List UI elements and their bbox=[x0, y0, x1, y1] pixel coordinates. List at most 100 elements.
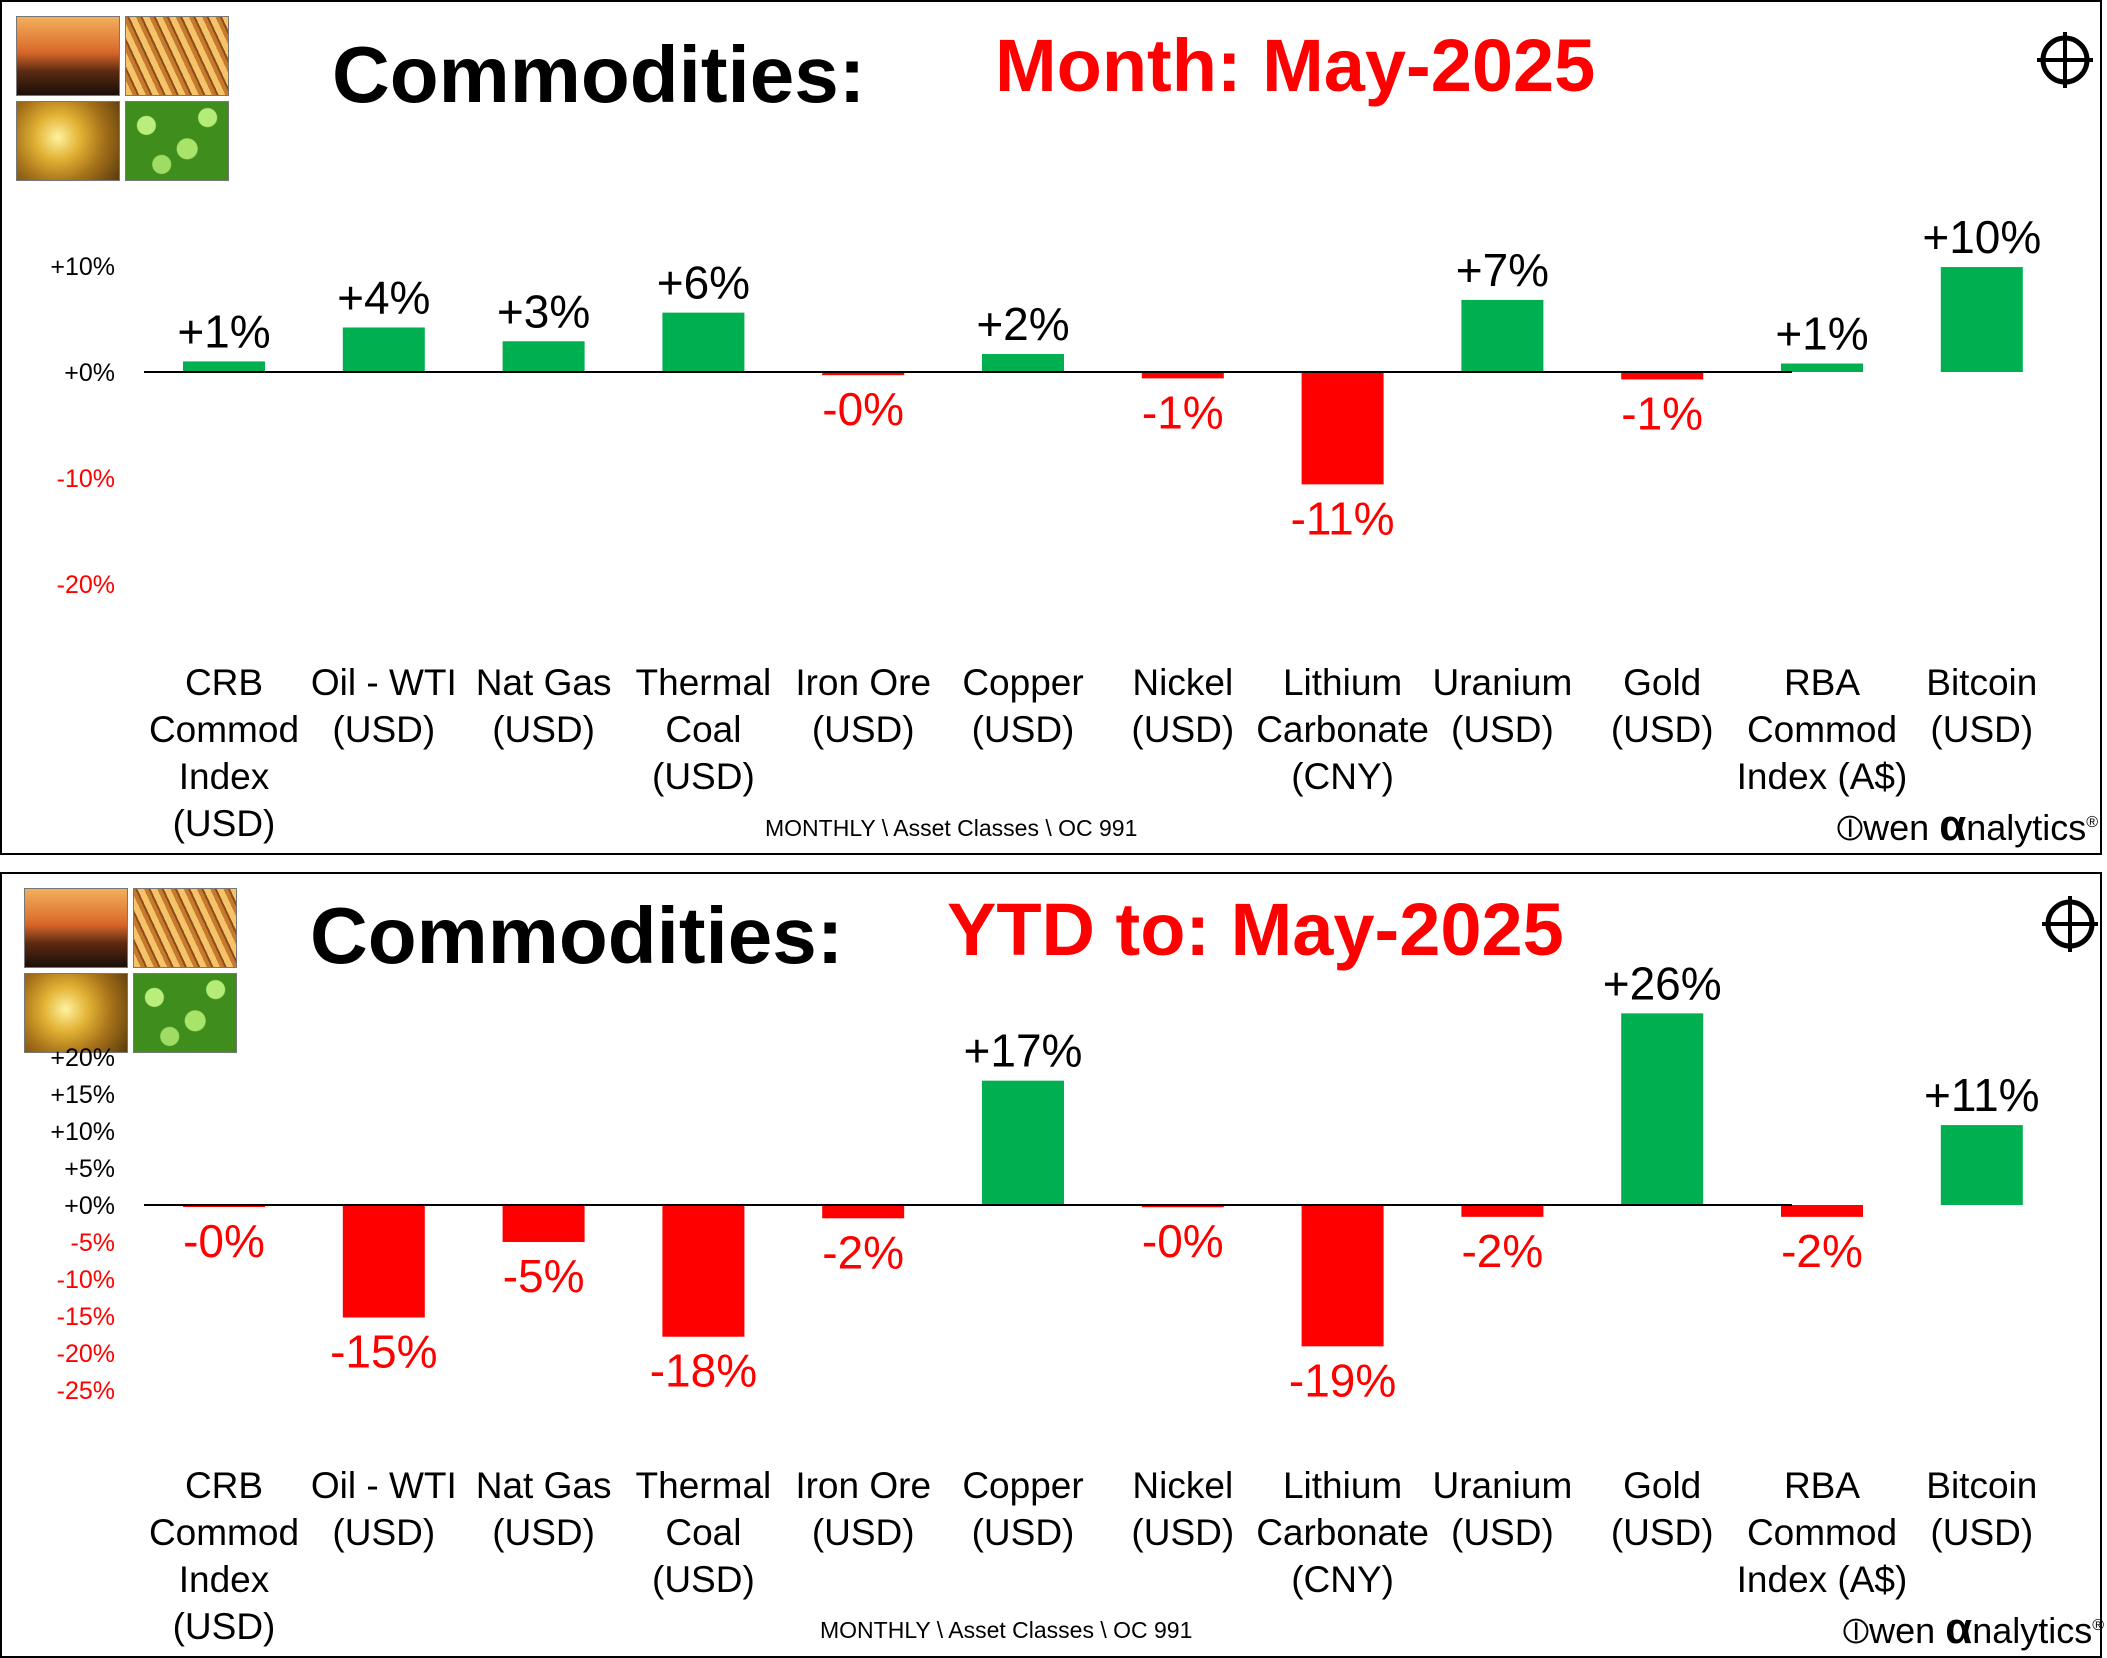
data-label: -2% bbox=[1461, 1225, 1543, 1277]
data-label: -0% bbox=[822, 383, 904, 435]
category-label: Oil - WTI bbox=[311, 662, 457, 703]
data-label: -5% bbox=[503, 1250, 585, 1302]
category-label: (USD) bbox=[1611, 1512, 1714, 1553]
bar bbox=[1621, 372, 1704, 380]
category-label: Commod bbox=[149, 709, 299, 750]
bar bbox=[982, 1080, 1064, 1205]
category-label: (USD) bbox=[652, 756, 755, 797]
category-label: Lithium bbox=[1283, 1465, 1402, 1506]
chart-footer: MONTHLY \ Asset Classes \ OC 991 bbox=[765, 815, 1138, 841]
brand-prefix: wen bbox=[1869, 1610, 1946, 1651]
category-label: RBA bbox=[1784, 1465, 1860, 1506]
crosshair-icon bbox=[2037, 32, 2093, 88]
y-tick-label: -5% bbox=[71, 1229, 115, 1257]
category-label: (USD) bbox=[173, 803, 276, 844]
soybeans-photo bbox=[125, 101, 229, 181]
category-label: (USD) bbox=[492, 709, 595, 750]
category-label: Oil - WTI bbox=[311, 1465, 457, 1506]
bar bbox=[1141, 372, 1224, 379]
category-label: Gold bbox=[1623, 1465, 1701, 1506]
chart-title: Commodities: bbox=[310, 891, 844, 980]
data-label: -0% bbox=[1142, 1215, 1224, 1267]
bar bbox=[982, 353, 1064, 372]
data-label: +2% bbox=[976, 298, 1069, 350]
data-label: +17% bbox=[964, 1025, 1083, 1077]
brand-alpha: α bbox=[1945, 1604, 1973, 1653]
category-label: (USD) bbox=[1131, 709, 1234, 750]
category-label: Index (A$) bbox=[1737, 1559, 1908, 1600]
category-label: Copper bbox=[962, 662, 1083, 703]
y-tick-label: +0% bbox=[64, 1192, 115, 1220]
brand-prefix: wen bbox=[1863, 807, 1940, 848]
category-label: (USD) bbox=[332, 709, 435, 750]
data-label: -19% bbox=[1289, 1354, 1396, 1406]
data-label: +10% bbox=[1922, 211, 2041, 263]
bar bbox=[1301, 372, 1384, 485]
y-tick-label: +5% bbox=[64, 1155, 115, 1183]
data-label: -18% bbox=[650, 1345, 757, 1397]
wheat-photo bbox=[133, 888, 237, 968]
category-label: Bitcoin bbox=[1926, 662, 2037, 703]
gold-bars-photo bbox=[24, 973, 128, 1053]
data-label: +7% bbox=[1456, 244, 1549, 296]
category-label: (USD) bbox=[1451, 1512, 1554, 1553]
category-label: Uranium bbox=[1432, 662, 1572, 703]
category-label: Uranium bbox=[1432, 1465, 1572, 1506]
bar bbox=[1461, 1205, 1544, 1217]
month-bar-chart: +10% +0% -10% -20% +1% CRB Commod Index (USD) +4%… bbox=[50, 211, 2041, 844]
y-tick-label: +10% bbox=[50, 1118, 115, 1146]
category-label: CRB bbox=[185, 662, 263, 703]
chart-title: Commodities: bbox=[332, 30, 866, 119]
category-label: (USD) bbox=[972, 1512, 1075, 1553]
bar bbox=[822, 372, 905, 376]
chart-footer: MONTHLY \ Asset Classes \ OC 991 bbox=[820, 1617, 1193, 1643]
soybeans-photo bbox=[133, 973, 237, 1053]
y-tick-label: +0% bbox=[64, 359, 115, 387]
wheat-photo bbox=[125, 16, 229, 96]
category-label: Index bbox=[179, 756, 270, 797]
category-label: (USD) bbox=[812, 709, 915, 750]
brand-alpha: α bbox=[1939, 801, 1967, 850]
category-label: (USD) bbox=[173, 1606, 276, 1647]
category-label: RBA bbox=[1784, 662, 1860, 703]
bar bbox=[662, 312, 745, 372]
category-label: Commod bbox=[1747, 1512, 1897, 1553]
data-label: +4% bbox=[337, 271, 430, 323]
y-tick-label: -10% bbox=[57, 1266, 115, 1294]
bar bbox=[1940, 1125, 2023, 1205]
category-label: Lithium bbox=[1283, 662, 1402, 703]
bar bbox=[1621, 1013, 1704, 1205]
category-label: Nickel bbox=[1132, 1465, 1233, 1506]
category-label: Commod bbox=[149, 1512, 299, 1553]
y-tick-label: -25% bbox=[57, 1377, 115, 1405]
data-label: -15% bbox=[330, 1325, 437, 1377]
y-tick-label: +15% bbox=[50, 1081, 115, 1109]
category-label: (USD) bbox=[1131, 1512, 1234, 1553]
bar bbox=[1461, 299, 1544, 372]
bar bbox=[1781, 1205, 1863, 1217]
bar bbox=[183, 361, 265, 372]
bar bbox=[502, 341, 585, 372]
y-tick-label: -20% bbox=[57, 571, 115, 599]
category-label: Nickel bbox=[1132, 662, 1233, 703]
data-label: +11% bbox=[1924, 1069, 2040, 1121]
brand-suffix: nalytics bbox=[1966, 807, 2087, 848]
category-label: (USD) bbox=[972, 709, 1075, 750]
data-label: +26% bbox=[1603, 957, 1722, 1009]
bar bbox=[1781, 363, 1863, 372]
bar bbox=[1141, 1205, 1224, 1208]
category-label: (USD) bbox=[1451, 709, 1554, 750]
category-label: Coal bbox=[665, 1512, 741, 1553]
data-label: -0% bbox=[183, 1215, 265, 1267]
y-tick-label: -20% bbox=[57, 1340, 115, 1368]
y-tick-label: +20% bbox=[50, 1044, 115, 1072]
brand-suffix: nalytics bbox=[1972, 1610, 2093, 1651]
oil-rig-photo bbox=[24, 888, 128, 968]
ytd-chart-panel: Commodities: YTD to: May-2025 +20% +15% +1… bbox=[0, 872, 2104, 1658]
category-label: (USD) bbox=[652, 1559, 755, 1600]
month-chart-panel: Commodities: Month: May-2025 +10% +0% -10%… bbox=[0, 0, 2102, 855]
bar bbox=[342, 327, 425, 372]
category-label: (USD) bbox=[1930, 709, 2033, 750]
gold-bars-photo bbox=[16, 101, 120, 181]
oil-rig-photo bbox=[16, 16, 120, 96]
